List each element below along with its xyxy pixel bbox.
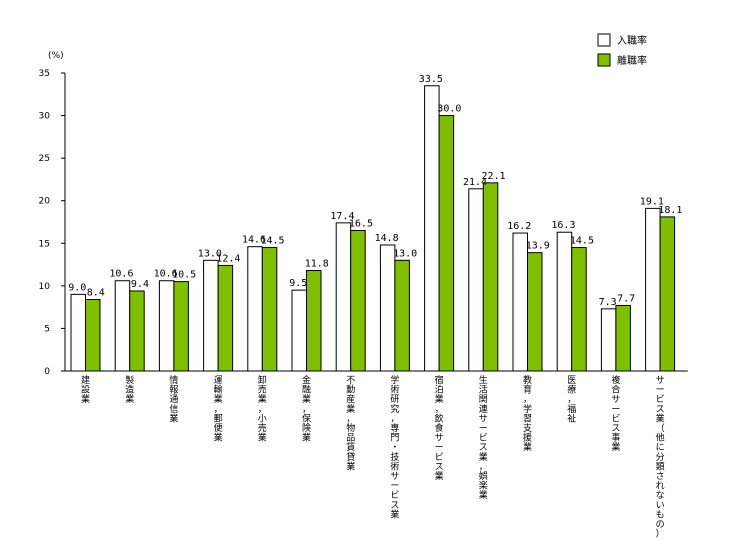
bar-hiring-rate — [379, 244, 396, 372]
data-label-separation-rate: 22.1 — [482, 171, 506, 182]
bar-hiring-rate — [70, 293, 86, 372]
data-label-hiring-rate: 14.8 — [375, 233, 399, 244]
bar-hiring-rate — [600, 308, 617, 372]
bar-hiring-rate — [424, 85, 440, 372]
bar-hiring-rate — [556, 231, 573, 372]
y-tick-label: 30 — [39, 112, 51, 122]
data-labels: 9.0 8.410.69.410.610.513.012.414.614.59.5… — [68, 74, 682, 308]
data-label-hiring-rate: 10.6 — [109, 269, 133, 280]
data-label-hiring-rate: 13.0 — [198, 248, 222, 259]
data-label-hiring-rate: 9.5 — [289, 278, 307, 289]
data-label-separation-rate: 14.5 — [570, 236, 594, 247]
bar-hiring-rate — [645, 207, 661, 372]
data-label-separation-rate: 9.4 — [131, 279, 149, 290]
data-label-hiring-rate: 33.5 — [419, 74, 443, 85]
bar-separation-rate — [438, 115, 455, 372]
category-label: 卸売業，小売業 — [258, 374, 267, 444]
bar-hiring-rate — [291, 289, 307, 372]
data-label-separation-rate: 14.5 — [261, 236, 285, 247]
bar-separation-rate — [261, 247, 278, 372]
category-label: 建設業 — [81, 374, 90, 405]
data-label-separation-rate: 13.9 — [526, 241, 550, 252]
data-label-separation-rate: 30.0 — [437, 104, 461, 115]
data-label-hiring-rate: 19.1 — [640, 196, 664, 207]
bar-separation-rate — [173, 281, 189, 372]
bar-hiring-rate — [335, 222, 352, 372]
data-label-separation-rate: 18.1 — [658, 205, 682, 216]
y-tick-label: 10 — [39, 282, 51, 292]
data-label-hiring-rate: 14.6 — [242, 235, 266, 246]
data-label-separation-rate: 7.7 — [617, 293, 635, 304]
bar-separation-rate — [482, 182, 499, 372]
bar-separation-rate — [217, 264, 234, 372]
y-tick-label: 25 — [39, 154, 50, 164]
y-axis-unit-label: (%) — [48, 51, 64, 61]
category-label: 金融業，保険業 — [302, 374, 311, 444]
category-label: 製造業 — [125, 374, 134, 405]
bar-separation-rate — [615, 304, 631, 372]
category-label: 複合サービス事業 — [611, 374, 620, 453]
data-label-separation-rate: 10.5 — [172, 270, 196, 281]
category-label: 生活関連サービス業，娯楽業 — [479, 374, 488, 501]
bars — [70, 85, 676, 372]
category-label: 情報通信業 — [169, 374, 178, 424]
data-label-hiring-rate: 17.4 — [330, 211, 354, 222]
data-label-hiring-rate: 10.6 — [154, 269, 178, 280]
bar-hiring-rate — [468, 188, 484, 372]
bar-separation-rate — [350, 230, 366, 372]
y-tick-label: 5 — [44, 324, 50, 334]
bar-separation-rate — [659, 216, 676, 372]
bar-separation-rate — [571, 247, 587, 372]
category-label: 学術研究，専門・技術サービス業 — [390, 374, 399, 520]
bar-separation-rate — [527, 252, 543, 372]
bar-hiring-rate — [247, 246, 263, 372]
data-label-separation-rate: 12.4 — [216, 253, 240, 264]
category-label: サービス業（他に分類されないもの） — [656, 375, 665, 540]
legend-swatch-hiring-rate — [597, 33, 611, 47]
category-label: 教育，学習支援業 — [523, 374, 532, 453]
legend-label-separation-rate: 離職率 — [617, 54, 647, 67]
data-label-separation-rate: 8.4 — [87, 287, 105, 298]
category-label: 医療，福祉 — [567, 375, 576, 424]
category-label: 不動産業，物品賃貸業 — [346, 375, 355, 472]
y-tick-label: 15 — [39, 239, 50, 249]
data-label-separation-rate: 13.0 — [393, 248, 417, 259]
data-label-hiring-rate: 7.3 — [599, 297, 617, 308]
category-labels: 建設業 製造業 情報通信業 運輸業，郵便業 卸売業，小売業 金融業，保険業 不動産業，物品賃… — [81, 374, 665, 540]
data-label-hiring-rate: 16.3 — [551, 220, 575, 231]
category-label: 宿泊業，飲食サービス業 — [435, 374, 444, 482]
legend-label-hiring-rate: 入職率 — [617, 34, 647, 47]
bar-separation-rate — [85, 298, 101, 372]
bar-separation-rate — [129, 290, 145, 372]
data-label-hiring-rate: 9.0 — [68, 282, 86, 293]
category-label: 運輸業，郵便業 — [214, 375, 223, 444]
bar-separation-rate — [394, 259, 410, 372]
data-label-separation-rate: 16.5 — [349, 219, 373, 230]
data-label-separation-rate: 11.8 — [305, 259, 329, 270]
bar-hiring-rate — [203, 259, 219, 372]
y-tick-label: 0 — [44, 367, 50, 377]
bar-hiring-rate — [158, 280, 175, 372]
y-tick-label: 35 — [39, 69, 50, 79]
data-label-hiring-rate: 16.2 — [507, 221, 531, 232]
y-tick-label: 20 — [39, 197, 51, 207]
bar-hiring-rate — [512, 232, 528, 372]
bar-hiring-rate — [114, 280, 131, 372]
legend-swatch-separation-rate — [597, 53, 611, 67]
bar-separation-rate — [306, 270, 322, 372]
data-label-hiring-rate: 21.4 — [463, 177, 487, 188]
